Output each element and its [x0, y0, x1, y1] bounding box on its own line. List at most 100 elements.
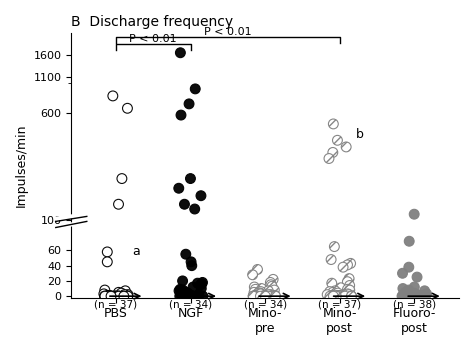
Point	[348, 293, 356, 299]
Point	[332, 293, 339, 299]
Point	[331, 293, 339, 299]
Point	[195, 292, 203, 298]
Point	[199, 280, 206, 285]
Point	[178, 293, 185, 298]
Point	[191, 86, 199, 92]
Point	[176, 287, 184, 292]
Point	[252, 293, 259, 298]
Point	[421, 293, 429, 299]
Point	[249, 272, 256, 278]
Point	[198, 286, 205, 291]
Point	[341, 293, 349, 299]
Point	[414, 293, 421, 299]
Point	[187, 259, 195, 265]
Point	[103, 249, 111, 255]
Point	[402, 293, 410, 299]
Point	[109, 93, 117, 99]
Point	[113, 293, 120, 299]
Point	[330, 244, 338, 250]
Point	[262, 293, 269, 299]
Text: P < 0.01: P < 0.01	[129, 34, 177, 44]
Text: (n = 37): (n = 37)	[318, 300, 361, 310]
Point	[417, 293, 425, 298]
Point	[411, 293, 419, 299]
Point	[197, 282, 204, 287]
Point	[113, 293, 120, 299]
Point	[328, 257, 335, 262]
Point	[271, 287, 278, 293]
Point	[336, 293, 344, 298]
Point	[400, 293, 408, 299]
Point	[405, 287, 412, 293]
Point	[191, 206, 199, 212]
Point	[265, 293, 273, 299]
Point	[189, 284, 197, 290]
Point	[121, 288, 129, 294]
Point	[194, 293, 201, 299]
Point	[115, 293, 123, 299]
Point	[323, 292, 331, 298]
Point	[184, 290, 191, 296]
Point	[329, 289, 337, 295]
Point	[344, 287, 351, 292]
Point	[120, 293, 128, 299]
Point	[334, 293, 341, 298]
Point	[107, 293, 115, 299]
Point	[100, 291, 108, 297]
Point	[250, 289, 258, 295]
Point	[257, 291, 264, 297]
Point	[187, 176, 194, 181]
Point	[328, 280, 336, 286]
Point	[118, 290, 125, 296]
Point	[107, 293, 115, 299]
Point	[415, 293, 422, 299]
Point	[194, 280, 201, 286]
Point	[107, 293, 115, 299]
Text: b: b	[356, 128, 364, 141]
Point	[261, 293, 268, 298]
Point	[326, 293, 334, 299]
Point	[119, 293, 127, 299]
Point	[405, 238, 413, 244]
Point	[401, 289, 409, 295]
Point	[261, 293, 269, 299]
Point	[176, 293, 183, 299]
Point	[347, 293, 355, 299]
Point	[413, 274, 421, 280]
Point	[347, 293, 355, 299]
Point	[344, 291, 352, 297]
Point	[177, 112, 185, 118]
Point	[346, 283, 354, 288]
Text: P < 0.01: P < 0.01	[204, 27, 252, 37]
Text: PBS: PBS	[104, 307, 128, 320]
Text: Mino-
pre: Mino- pre	[248, 307, 283, 335]
Point	[104, 293, 112, 298]
Point	[401, 293, 409, 299]
Point	[334, 290, 342, 296]
Point	[101, 293, 109, 299]
Point	[118, 176, 126, 181]
Point	[344, 262, 351, 268]
Point	[259, 293, 267, 299]
Point	[115, 293, 122, 299]
Point	[104, 293, 111, 299]
Point	[110, 293, 118, 299]
Point	[331, 288, 339, 294]
Point	[268, 293, 276, 299]
Point	[251, 284, 258, 290]
Point	[329, 293, 337, 299]
Point	[410, 284, 418, 290]
Text: (n = 37): (n = 37)	[94, 300, 137, 310]
Point	[399, 271, 406, 276]
Point	[344, 279, 351, 285]
Point	[188, 293, 195, 298]
Point	[124, 293, 131, 299]
Point	[398, 293, 406, 299]
Point	[104, 293, 112, 299]
Point	[262, 293, 270, 299]
Point	[267, 282, 275, 287]
Point	[268, 284, 276, 289]
Point	[121, 292, 128, 298]
Point	[198, 281, 206, 287]
Point	[257, 289, 264, 294]
